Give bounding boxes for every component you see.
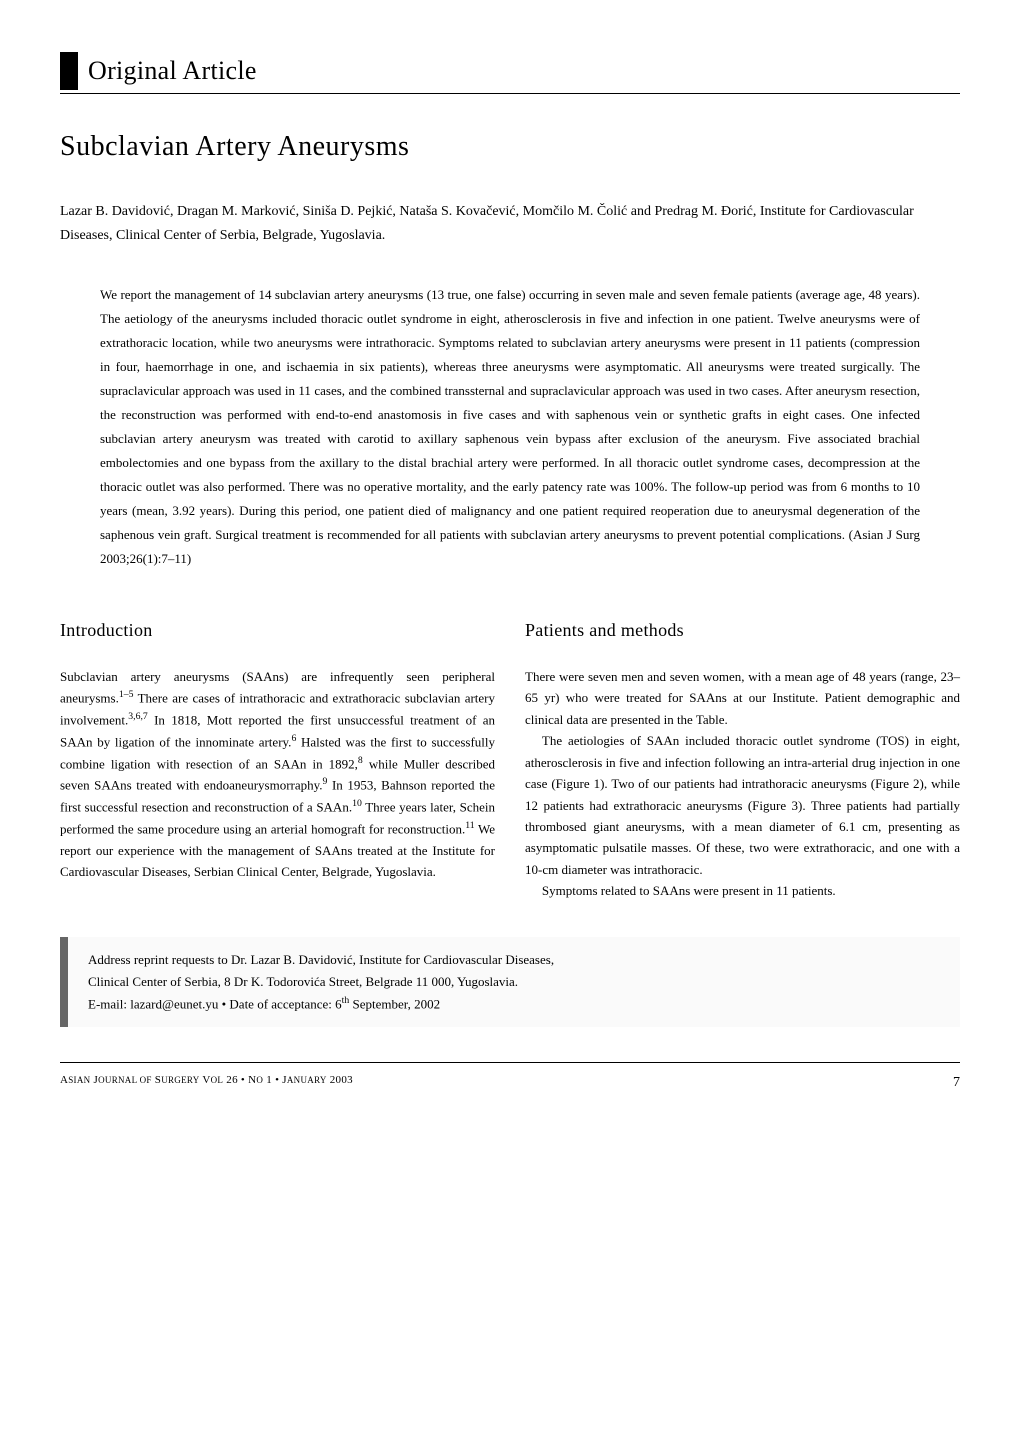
introduction-paragraph: Subclavian artery aneurysms (SAAns) are … [60,666,495,883]
reprint-line-3: E-mail: lazard@eunet.yu • Date of accept… [88,993,940,1015]
patients-methods-heading: Patients and methods [525,616,960,646]
footer-rule [60,1062,960,1063]
reprint-line-1: Address reprint requests to Dr. Lazar B.… [88,949,940,971]
reprint-line-2: Clinical Center of Serbia, 8 Dr K. Todor… [88,971,940,993]
journal-citation: ASIAN JOURNAL OF SURGERY VOL 26 • NO 1 •… [60,1071,353,1094]
patients-methods-para-2: The aetiologies of SAAn included thoraci… [525,730,960,880]
category-bar [60,52,78,90]
body-columns: Introduction Subclavian artery aneurysms… [60,616,960,902]
patients-methods-para-1: There were seven men and seven women, wi… [525,666,960,730]
patients-methods-para-3: Symptoms related to SAAns were present i… [525,880,960,901]
abstract: We report the management of 14 subclavia… [100,283,920,572]
category-label: Original Article [88,50,257,93]
right-column: Patients and methods There were seven me… [525,616,960,902]
category-header: Original Article [60,50,960,94]
page-footer: ASIAN JOURNAL OF SURGERY VOL 26 • NO 1 •… [60,1071,960,1094]
article-title: Subclavian Artery Aneurysms [60,124,960,170]
author-line: Lazar B. Davidović, Dragan M. Marković, … [60,200,960,248]
page-number: 7 [953,1071,960,1094]
introduction-heading: Introduction [60,616,495,646]
left-column: Introduction Subclavian artery aneurysms… [60,616,495,902]
reprint-address-box: Address reprint requests to Dr. Lazar B.… [60,937,960,1028]
